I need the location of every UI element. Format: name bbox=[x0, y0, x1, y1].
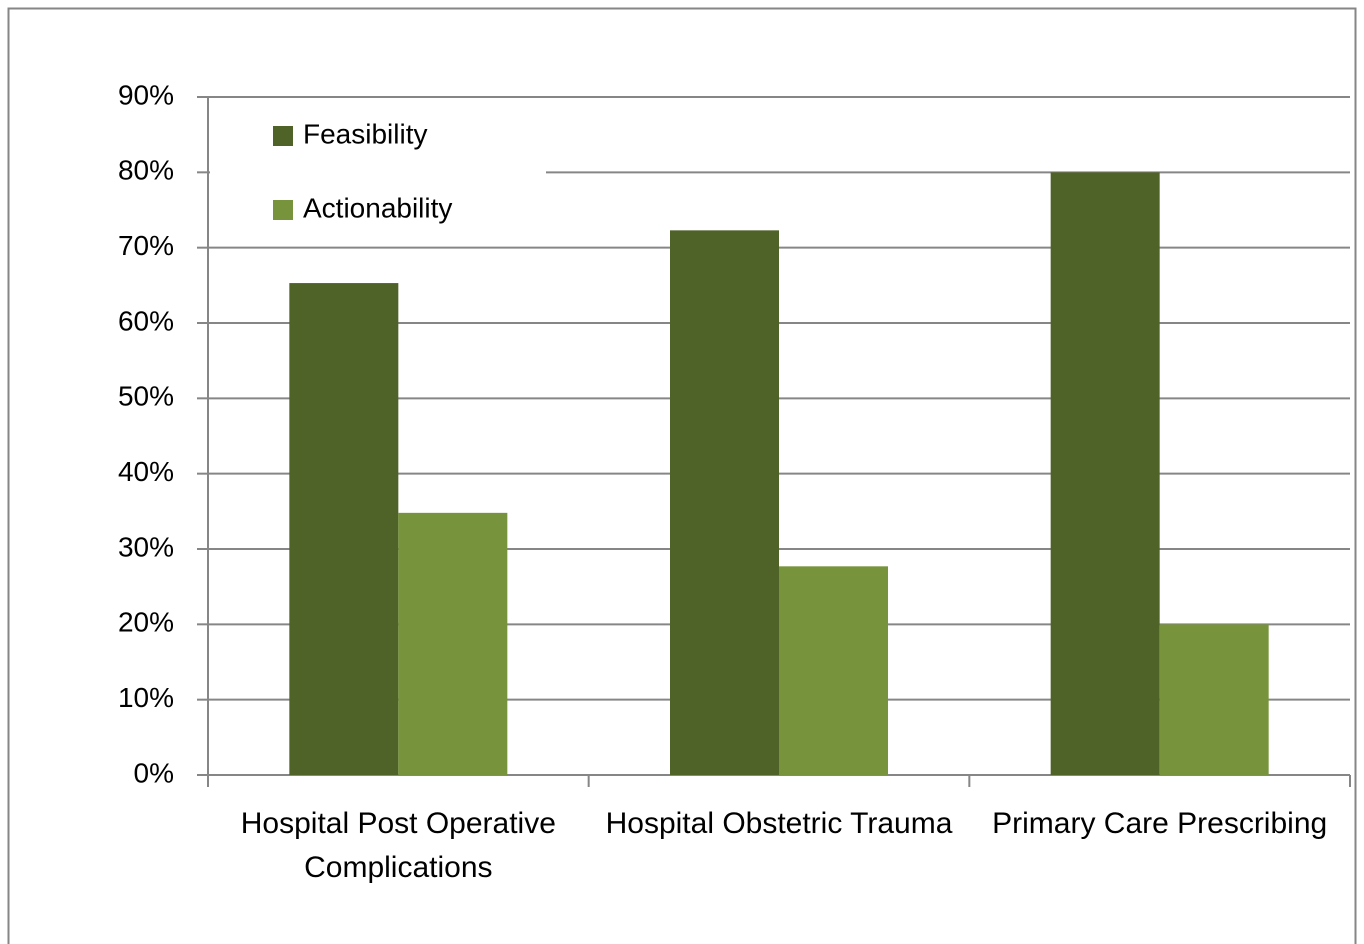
legend-swatch bbox=[273, 126, 293, 146]
bar bbox=[289, 283, 399, 775]
bar bbox=[779, 566, 888, 775]
legend-box bbox=[210, 101, 546, 245]
y-tick-label: 50% bbox=[118, 381, 174, 412]
x-tick-label: Hospital Obstetric Trauma bbox=[605, 807, 953, 840]
y-tick-label: 40% bbox=[118, 456, 174, 487]
legend-label: Actionability bbox=[303, 192, 452, 223]
y-tick-label: 60% bbox=[118, 305, 174, 336]
bar bbox=[398, 512, 508, 775]
chart-border bbox=[7, 7, 1357, 944]
x-tick-label: Hospital Post Operative Complications bbox=[240, 807, 556, 884]
bar bbox=[1159, 624, 1269, 775]
bar bbox=[670, 230, 779, 776]
y-tick-label: 80% bbox=[118, 155, 174, 186]
y-tick-label: 0% bbox=[134, 757, 174, 788]
y-tick-label: 90% bbox=[118, 79, 174, 110]
legend-swatch bbox=[273, 200, 293, 220]
y-tick-label: 20% bbox=[118, 607, 174, 638]
legend-label: Feasibility bbox=[303, 118, 427, 149]
y-tick-label: 70% bbox=[118, 230, 174, 261]
y-tick-label: 10% bbox=[118, 682, 174, 713]
bar bbox=[1050, 172, 1160, 776]
y-tick-label: 30% bbox=[118, 531, 174, 562]
x-tick-label: Primary Care Prescribing bbox=[992, 807, 1328, 840]
